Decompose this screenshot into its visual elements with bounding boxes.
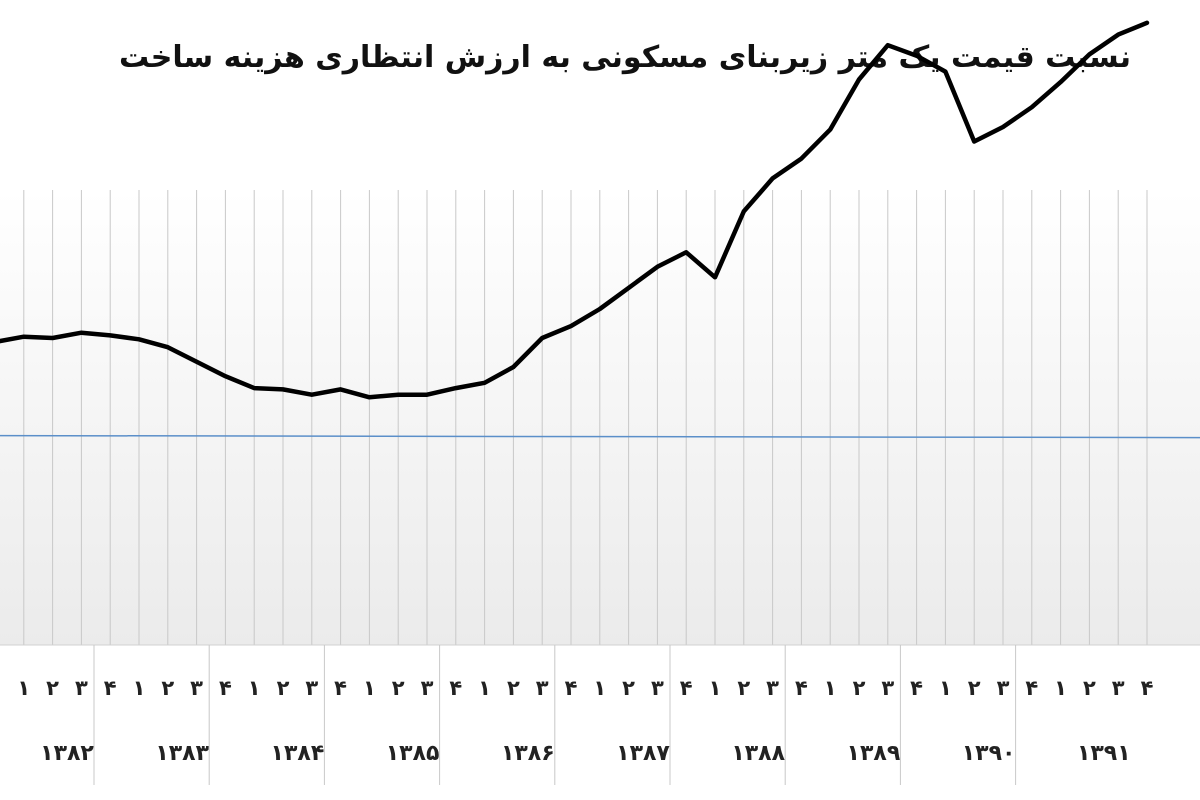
quarter-tick-label: ۳ — [536, 676, 549, 700]
quarter-tick-label: ۲ — [968, 676, 981, 700]
year-tick-label: ۱۳۹۰ — [962, 741, 1016, 766]
quarter-tick-label: ۳ — [421, 676, 434, 700]
quarter-tick-label: ۲ — [46, 676, 59, 700]
quarter-tick-label: ۴ — [219, 676, 232, 700]
quarter-tick-label: ۴ — [795, 676, 808, 700]
year-tick-label: ۱۳۸۲ — [40, 741, 94, 766]
quarter-tick-label: ۳ — [766, 676, 779, 700]
quarter-tick-label: ۱ — [248, 676, 261, 700]
quarter-tick-label: ۴ — [104, 676, 117, 700]
quarter-tick-label: ۴ — [1141, 676, 1154, 700]
quarter-tick-label: ۲ — [737, 676, 750, 700]
quarter-tick-label: ۳ — [651, 676, 664, 700]
quarter-tick-label: ۳ — [881, 676, 894, 700]
quarter-tick-label: ۲ — [1083, 676, 1096, 700]
quarter-tick-label: ۱ — [478, 676, 491, 700]
year-tick-label: ۱۳۸۸ — [731, 741, 785, 766]
year-tick-label: ۱۳۹۱ — [1077, 741, 1131, 766]
grid-lines — [23, 190, 1148, 645]
quarter-tick-label: ۱ — [939, 676, 952, 700]
quarter-tick-label: ۴ — [680, 676, 693, 700]
quarter-tick-label: ۳ — [305, 676, 318, 700]
quarter-tick-label: ۳ — [997, 676, 1010, 700]
quarter-tick-label: ۴ — [910, 676, 923, 700]
reference-line — [0, 434, 1200, 439]
quarter-tick-label: ۲ — [853, 676, 866, 700]
series-polyline — [0, 20, 1150, 400]
quarter-tick-label: ۲ — [161, 676, 174, 700]
chart-title: نسبت قیمت یک متر زیربنای مسکونی به ارزش … — [119, 40, 1131, 75]
quarter-tick-label: ۱ — [133, 676, 146, 700]
quarter-tick-label: ۴ — [565, 676, 578, 700]
year-tick-label: ۱۳۸۵ — [386, 741, 440, 766]
quarter-tick-label: ۱ — [1054, 676, 1067, 700]
x-axis: ۱۳۸۱۱۲۳۴۱۳۸۲۱۲۳۴۱۳۸۳۱۲۳۴۱۳۸۴۱۲۳۴۱۳۸۵۱۲۳۴… — [0, 644, 1200, 785]
quarter-tick-label: ۲ — [392, 676, 405, 700]
quarter-tick-label: ۳ — [1112, 676, 1125, 700]
quarter-tick-label: ۴ — [1025, 676, 1038, 700]
year-tick-label: ۱۳۸۶ — [501, 741, 555, 766]
year-tick-label: ۱۳۸۹ — [847, 741, 901, 766]
quarter-tick-label: ۱ — [17, 676, 30, 700]
quarter-tick-label: ۳ — [75, 676, 88, 700]
year-tick-label: ۱۳۸۷ — [616, 741, 670, 766]
quarter-tick-label: ۱ — [593, 676, 606, 700]
quarter-tick-label: ۲ — [622, 676, 635, 700]
year-tick-label: ۱۳۸۴ — [271, 741, 325, 766]
year-tick-label: ۱۳۸۳ — [155, 741, 209, 766]
quarter-tick-label: ۱ — [363, 676, 376, 700]
quarter-tick-label: ۳ — [190, 676, 203, 700]
quarter-tick-label: ۲ — [507, 676, 520, 700]
reference-line-1 — [0, 434, 1200, 439]
quarter-tick-label: ۱ — [709, 676, 722, 700]
quarter-tick-label: ۲ — [277, 676, 290, 700]
quarter-tick-label: ۱ — [824, 676, 837, 700]
quarter-tick-label: ۴ — [449, 676, 462, 700]
quarter-tick-label: ۴ — [334, 676, 347, 700]
series-line — [0, 20, 1150, 400]
